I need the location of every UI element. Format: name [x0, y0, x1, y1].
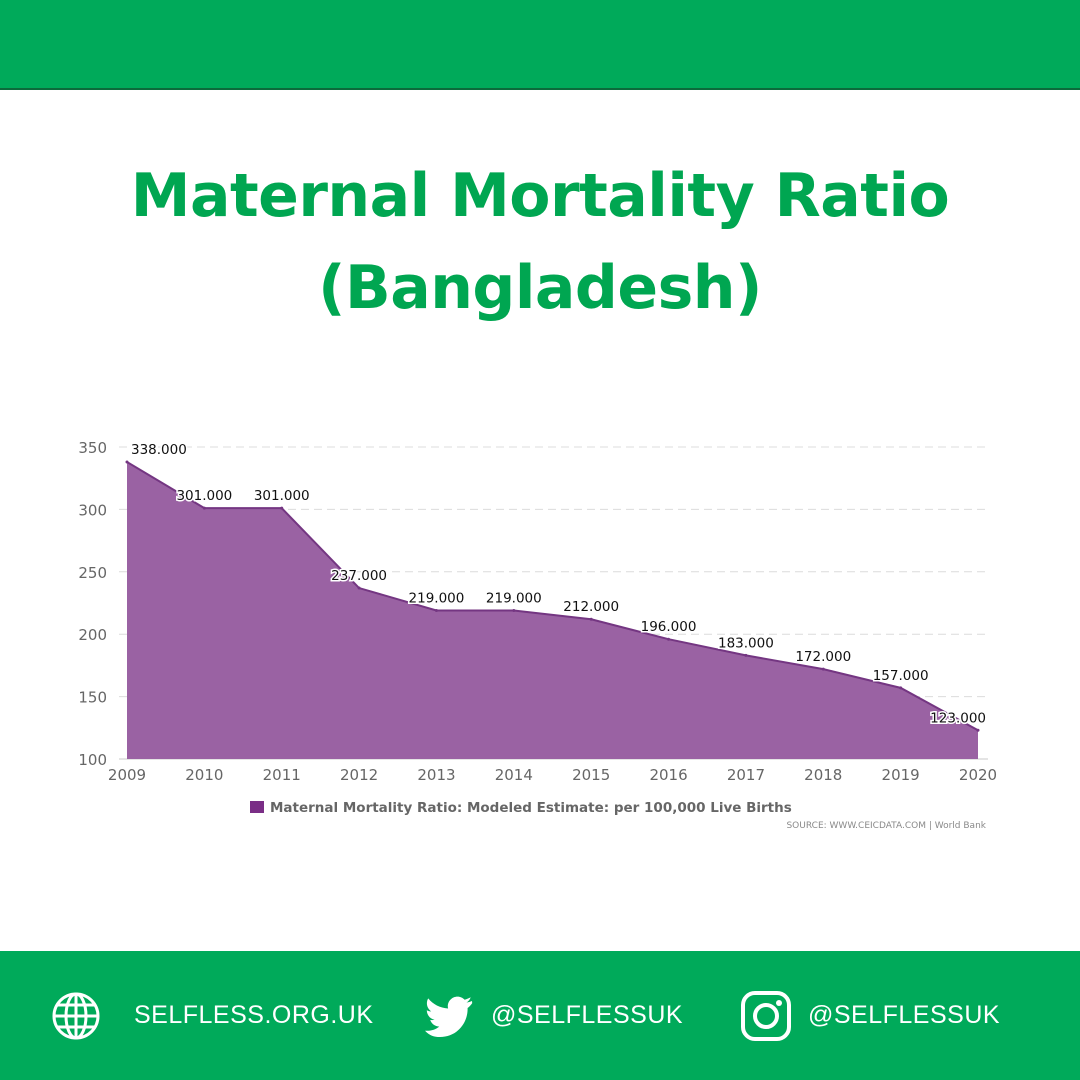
data-point: [667, 637, 671, 641]
page-title: Maternal Mortality Ratio (Bangladesh): [0, 150, 1080, 334]
y-tick-label: 150: [78, 689, 107, 707]
data-label: 157.000: [873, 668, 929, 684]
y-tick-label: 350: [78, 439, 107, 457]
data-point: [744, 653, 748, 657]
twitter-handle: @SELFLESSUK: [491, 1001, 684, 1029]
data-label: 123.000: [930, 710, 986, 726]
data-label: 196.000: [641, 619, 697, 635]
x-tick-label: 2017: [727, 766, 765, 784]
y-tick-label: 100: [78, 751, 107, 769]
data-label: 237.000: [331, 568, 387, 584]
data-label: 301.000: [254, 488, 310, 504]
x-tick-label: 2016: [649, 766, 687, 784]
data-label: 212.000: [563, 599, 619, 615]
x-tick-label: 2013: [417, 766, 455, 784]
data-point: [899, 686, 903, 690]
y-tick-label: 250: [78, 564, 107, 582]
data-point: [202, 506, 206, 510]
legend-swatch: [250, 801, 264, 813]
data-label: 301.000: [176, 488, 232, 504]
data-point: [512, 608, 516, 612]
title-line-2: (Bangladesh): [318, 253, 762, 323]
y-tick-label: 300: [78, 501, 107, 519]
instagram-icon: [741, 990, 791, 1041]
x-tick-label: 2019: [882, 766, 920, 784]
x-tick-label: 2009: [108, 766, 146, 784]
chart-container: 100 150 200 250 300 350 338.000 301.000 301.000 2…: [60, 425, 1020, 845]
instagram-link[interactable]: @SELFLESSUK: [740, 951, 1000, 1080]
data-label: 338.000: [131, 442, 187, 458]
twitter-link[interactable]: @SELFLESSUK: [425, 951, 683, 1080]
area-fill: [127, 461, 978, 759]
chart-source: SOURCE: WWW.CEICDATA.COM | World Bank: [786, 821, 986, 831]
x-tick-label: 2012: [340, 766, 378, 784]
data-label: 219.000: [409, 590, 465, 606]
data-label: 183.000: [718, 635, 774, 651]
data-point: [434, 608, 438, 612]
title-line-1: Maternal Mortality Ratio: [130, 161, 950, 231]
data-point: [821, 667, 825, 671]
website-link[interactable]: SELFLESS.ORG.UK: [50, 951, 374, 1080]
x-tick-label: 2020: [959, 766, 997, 784]
data-point: [589, 617, 593, 621]
data-point: [357, 586, 361, 590]
x-tick-label: 2015: [572, 766, 610, 784]
series-line: [126, 461, 979, 732]
y-tick-label: 200: [78, 626, 107, 644]
website-text: SELFLESS.ORG.UK: [134, 1001, 374, 1029]
x-tick-label: 2018: [804, 766, 842, 784]
data-label: 172.000: [795, 649, 851, 665]
x-tick-label: 2011: [263, 766, 301, 784]
data-label: 219.000: [486, 590, 542, 606]
x-tick-label: 2014: [495, 766, 533, 784]
data-point: [280, 506, 284, 510]
area-chart: 100 150 200 250 300 350 338.000 301.000 301.000 2…: [78, 439, 997, 831]
globe-icon: [52, 992, 100, 1039]
x-tick-label: 2010: [185, 766, 223, 784]
twitter-bird-icon: [425, 996, 473, 1037]
instagram-handle: @SELFLESSUK: [808, 1001, 1001, 1029]
footer-bar: SELFLESS.ORG.UK @SELFLESSUK @SELFLESSUK: [0, 951, 1080, 1080]
data-point: [125, 460, 129, 464]
top-banner: [0, 0, 1080, 90]
data-point: [976, 728, 980, 732]
legend-label: Maternal Mortality Ratio: Modeled Estima…: [270, 800, 792, 816]
